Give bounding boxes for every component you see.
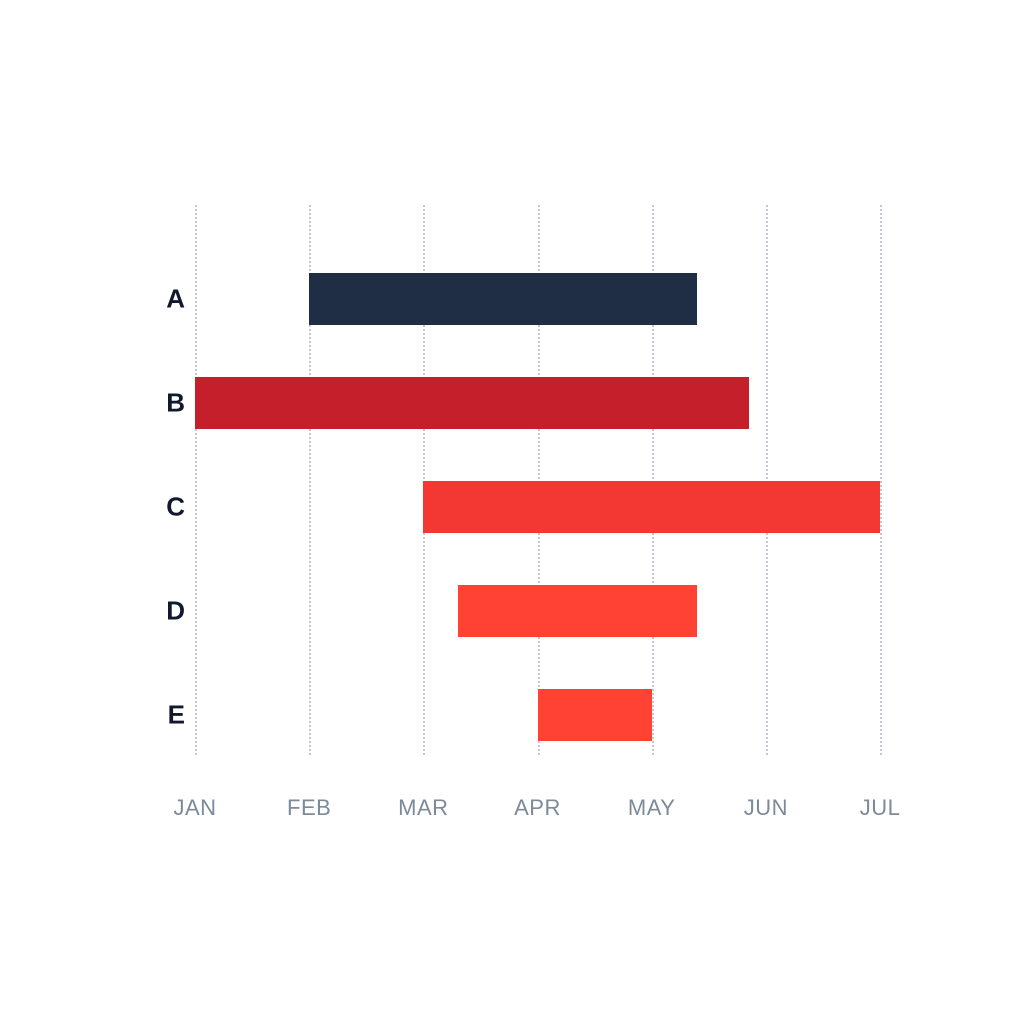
gridline <box>880 205 882 755</box>
gantt-bar <box>195 377 749 429</box>
row-label: C <box>125 492 185 523</box>
row-label: B <box>125 388 185 419</box>
gridline <box>766 205 768 755</box>
row-label: E <box>125 700 185 731</box>
row-label: A <box>125 284 185 315</box>
row-label: D <box>125 596 185 627</box>
gridline <box>195 205 197 755</box>
x-axis-label: JAN <box>173 795 216 821</box>
gantt-chart: ABCDEJANFEBMARAPRMAYJUNJUL <box>195 205 880 755</box>
gantt-bar <box>309 273 697 325</box>
x-axis-label: JUL <box>860 795 901 821</box>
x-axis-label: MAR <box>398 795 448 821</box>
x-axis-label: APR <box>514 795 561 821</box>
gantt-bar <box>538 689 652 741</box>
x-axis-label: JUN <box>744 795 788 821</box>
gantt-bar <box>458 585 698 637</box>
x-axis-label: FEB <box>287 795 331 821</box>
x-axis-label: MAY <box>628 795 676 821</box>
plot-area: ABCDEJANFEBMARAPRMAYJUNJUL <box>195 205 880 755</box>
gantt-bar <box>423 481 880 533</box>
